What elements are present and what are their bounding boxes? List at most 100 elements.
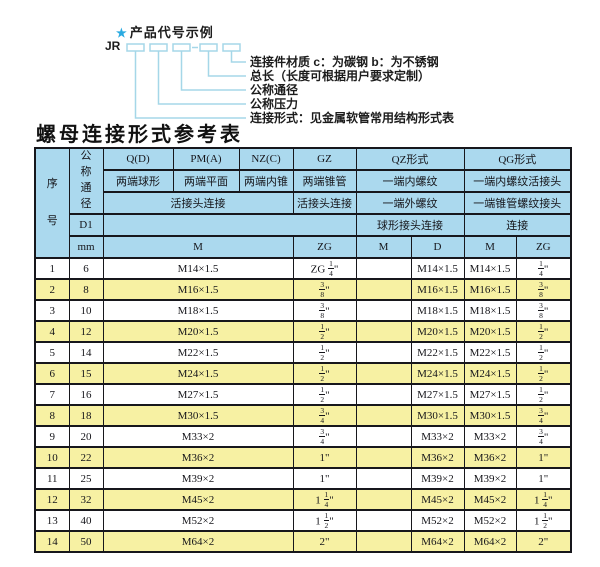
- cell-dn: 50: [68, 530, 104, 553]
- header-q-desc: 两端球形: [102, 169, 174, 193]
- table-row: 13 40 M52×2 1 1 2 " M52×2 M52×2 1 1 2 ": [34, 509, 572, 532]
- header-blank: [102, 213, 357, 237]
- cell-qg-zg: 1 1 4 ": [515, 488, 572, 511]
- cell-seq: 9: [34, 425, 70, 448]
- cell-qz-m: [355, 509, 412, 532]
- header-seq-label: 序号: [46, 177, 58, 227]
- cell-qz-m: [355, 446, 412, 469]
- cell-qz-d: M24×1.5: [410, 362, 465, 385]
- cell-qg-zg: 1 2 ": [515, 320, 572, 343]
- cell-qg-m: M27×1.5: [463, 383, 517, 406]
- nut-connection-reference-table: 序号 公称通径 Q(D) PM(A) NZ(C) GZ QZ形式 QG形式 两端…: [34, 147, 573, 553]
- cell-m: M52×2: [102, 509, 294, 532]
- cell-qg-zg: 1": [515, 446, 572, 469]
- cell-qg-m: M14×1.5: [463, 257, 517, 280]
- cell-qg-m: M33×2: [463, 425, 517, 448]
- cell-gz-zg: 3 8 ": [292, 299, 357, 322]
- cell-dn: 25: [68, 467, 104, 490]
- cell-qg-zg: 3 8 ": [515, 278, 572, 301]
- cell-dn: 32: [68, 488, 104, 511]
- cell-dn: 12: [68, 320, 104, 343]
- diagram-label-diameter: 公称通径: [250, 83, 299, 97]
- header-row-5: mm M ZG M D M ZG: [35, 235, 572, 259]
- diagram-label-material: 连接件材质 c：为碳钢 b：为不锈钢: [250, 55, 439, 69]
- cell-seq: 6: [34, 362, 70, 385]
- cell-gz-zg: 3 4 ": [292, 425, 357, 448]
- cell-qg-m: M64×2: [463, 530, 517, 553]
- cell-qz-m: [355, 320, 412, 343]
- cell-dn: 16: [68, 383, 104, 406]
- cell-qz-m: [355, 299, 412, 322]
- header-col-q: Q(D): [102, 147, 174, 171]
- cell-seq: 12: [34, 488, 70, 511]
- header-m-span: M: [102, 235, 294, 259]
- cell-m: M14×1.5: [102, 257, 294, 280]
- cell-qg-zg: 3 8 ": [515, 299, 572, 322]
- table-body: 1 6 M14×1.5 ZG 1 4 " M14×1.5 M14×1.5 1 4 " 2 8 M16×1.…: [34, 257, 572, 553]
- table-row: 5 14 M22×1.5 1 2 " M22×1.5 M22×1.5 1 2 ": [34, 341, 572, 364]
- header-row-2: 两端球形 两端平面 两端内锥 两端锥管 一端内螺纹 一端内螺纹活接头: [35, 169, 572, 193]
- cell-qg-m: M18×1.5: [463, 299, 517, 322]
- header-col-nz: NZ(C): [238, 147, 294, 171]
- cell-qz-d: M22×1.5: [410, 341, 465, 364]
- cell-m: M20×1.5: [102, 320, 294, 343]
- cell-qg-m: M30×1.5: [463, 404, 517, 427]
- cell-gz-zg: 3 8 ": [292, 278, 357, 301]
- diagram-label-length: 总长（长度可根据用户要求定制）: [250, 69, 431, 83]
- cell-qz-m: [355, 362, 412, 385]
- table-row: 8 18 M30×1.5 3 4 " M30×1.5 M30×1.5 3 4 ": [34, 404, 572, 427]
- cell-m: M22×1.5: [102, 341, 294, 364]
- cell-seq: 5: [34, 341, 70, 364]
- header-qg-zg: ZG: [515, 235, 572, 259]
- header-qz-m: M: [355, 235, 412, 259]
- cell-qz-d: M16×1.5: [410, 278, 465, 301]
- cell-seq: 4: [34, 320, 70, 343]
- cell-qg-m: M22×1.5: [463, 341, 517, 364]
- cell-qg-m: M20×1.5: [463, 320, 517, 343]
- cell-qz-d: M64×2: [410, 530, 465, 553]
- header-qg-m: M: [463, 235, 517, 259]
- cell-qg-zg: 1 2 ": [515, 383, 572, 406]
- header-row-3: 活接头连接 活接头连接 一端外螺纹 一端锥管螺纹接头: [35, 191, 572, 215]
- table-row: 9 20 M33×2 3 4 " M33×2 M33×2 3 4 ": [34, 425, 572, 448]
- cell-dn: 10: [68, 299, 104, 322]
- cell-qg-m: M39×2: [463, 467, 517, 490]
- cell-qz-d: M14×1.5: [410, 257, 465, 280]
- header-qg-conn: 连接: [463, 213, 572, 237]
- cell-qg-zg: 1": [515, 467, 572, 490]
- cell-seq: 11: [34, 467, 70, 490]
- table-row: 3 10 M18×1.5 3 8 " M18×1.5 M18×1.5 3 8 ": [34, 299, 572, 322]
- cell-qz-d: M20×1.5: [410, 320, 465, 343]
- cell-dn: 18: [68, 404, 104, 427]
- cell-gz-zg: 1 1 4 ": [292, 488, 357, 511]
- cell-seq: 14: [34, 530, 70, 553]
- cell-m: M33×2: [102, 425, 294, 448]
- cell-qz-m: [355, 425, 412, 448]
- header-qz-conn: 球形接头连接: [355, 213, 465, 237]
- star-icon: ★: [116, 26, 128, 40]
- cell-seq: 10: [34, 446, 70, 469]
- cell-seq: 7: [34, 383, 70, 406]
- cell-qz-m: [355, 278, 412, 301]
- header-qz-d: D: [410, 235, 465, 259]
- table-row: 12 32 M45×2 1 1 4 " M45×2 M45×2 1 1 4 ": [34, 488, 572, 511]
- cell-qz-m: [355, 488, 412, 511]
- header-pm-desc: 两端平面: [172, 169, 240, 193]
- table-row: 1 6 M14×1.5 ZG 1 4 " M14×1.5 M14×1.5 1 4 ": [34, 257, 572, 280]
- cell-qg-zg: 1 4 ": [515, 257, 572, 280]
- product-code-heading: ★ 产品代号示例: [116, 22, 214, 41]
- cell-m: M27×1.5: [102, 383, 294, 406]
- cell-m: M30×1.5: [102, 404, 294, 427]
- cell-dn: 40: [68, 509, 104, 532]
- header-col-gz: GZ: [292, 147, 357, 171]
- cell-m: M16×1.5: [102, 278, 294, 301]
- header-col-qg: QG形式: [463, 147, 572, 171]
- header-zg-gz: ZG: [292, 235, 357, 259]
- table-row: 7 16 M27×1.5 1 2 " M27×1.5 M27×1.5 1 2 ": [34, 383, 572, 406]
- cell-m: M45×2: [102, 488, 294, 511]
- cell-dn: 14: [68, 341, 104, 364]
- cell-seq: 8: [34, 404, 70, 427]
- header-gz-conn: 活接头连接: [292, 191, 357, 215]
- header-mm: mm: [68, 235, 104, 259]
- cell-dn: 6: [68, 257, 104, 280]
